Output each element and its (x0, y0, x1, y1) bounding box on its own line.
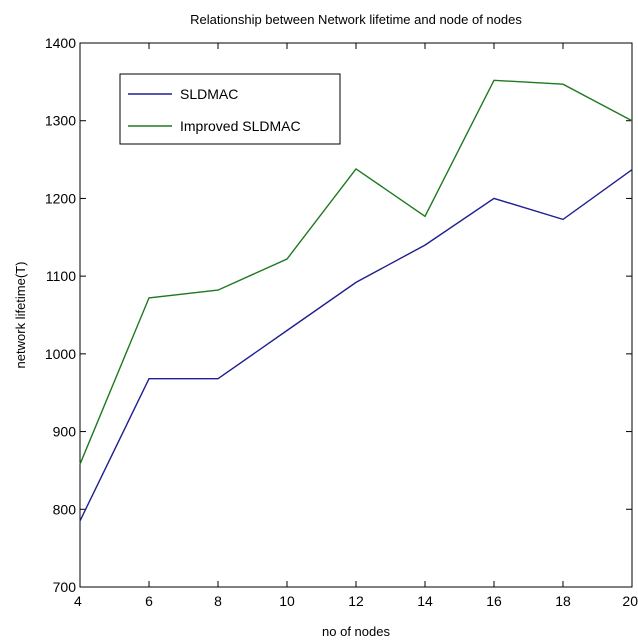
x-tick-label: 4 (74, 593, 82, 609)
x-tick-label: 12 (348, 593, 364, 609)
y-tick-label: 800 (53, 501, 77, 517)
x-tick-label: 6 (145, 593, 153, 609)
series-lines (79, 79, 633, 522)
y-tick-label: 700 (53, 579, 77, 595)
y-tick-label: 1300 (45, 113, 76, 129)
y-tick-label: 900 (53, 424, 77, 440)
x-tick-label: 16 (486, 593, 502, 609)
series-line-sldmac (79, 169, 633, 522)
legend: SLDMAC Improved SLDMAC (119, 73, 341, 145)
x-tick-label: 8 (214, 593, 222, 609)
series-line-improved-sldmac (79, 79, 633, 465)
y-axis: 700 800 900 1000 1100 1200 1300 1400 (45, 35, 632, 595)
chart-title: Relationship between Network lifetime an… (190, 12, 522, 27)
x-axis: 4 6 8 10 12 14 16 18 20 (74, 43, 638, 609)
legend-label-improved-sldmac: Improved SLDMAC (180, 118, 301, 134)
y-tick-label: 1000 (45, 346, 76, 362)
legend-box (119, 73, 341, 145)
legend-label-sldmac: SLDMAC (180, 86, 238, 102)
x-tick-label: 14 (417, 593, 433, 609)
x-tick-label: 10 (279, 593, 295, 609)
x-tick-label: 20 (622, 593, 638, 609)
x-axis-label: no of nodes (322, 624, 390, 639)
x-tick-label: 18 (555, 593, 571, 609)
y-tick-label: 1100 (46, 268, 76, 284)
y-tick-label: 1200 (45, 190, 76, 206)
y-tick-label: 1400 (45, 35, 76, 51)
y-axis-label: network lifetime(T) (13, 262, 28, 369)
